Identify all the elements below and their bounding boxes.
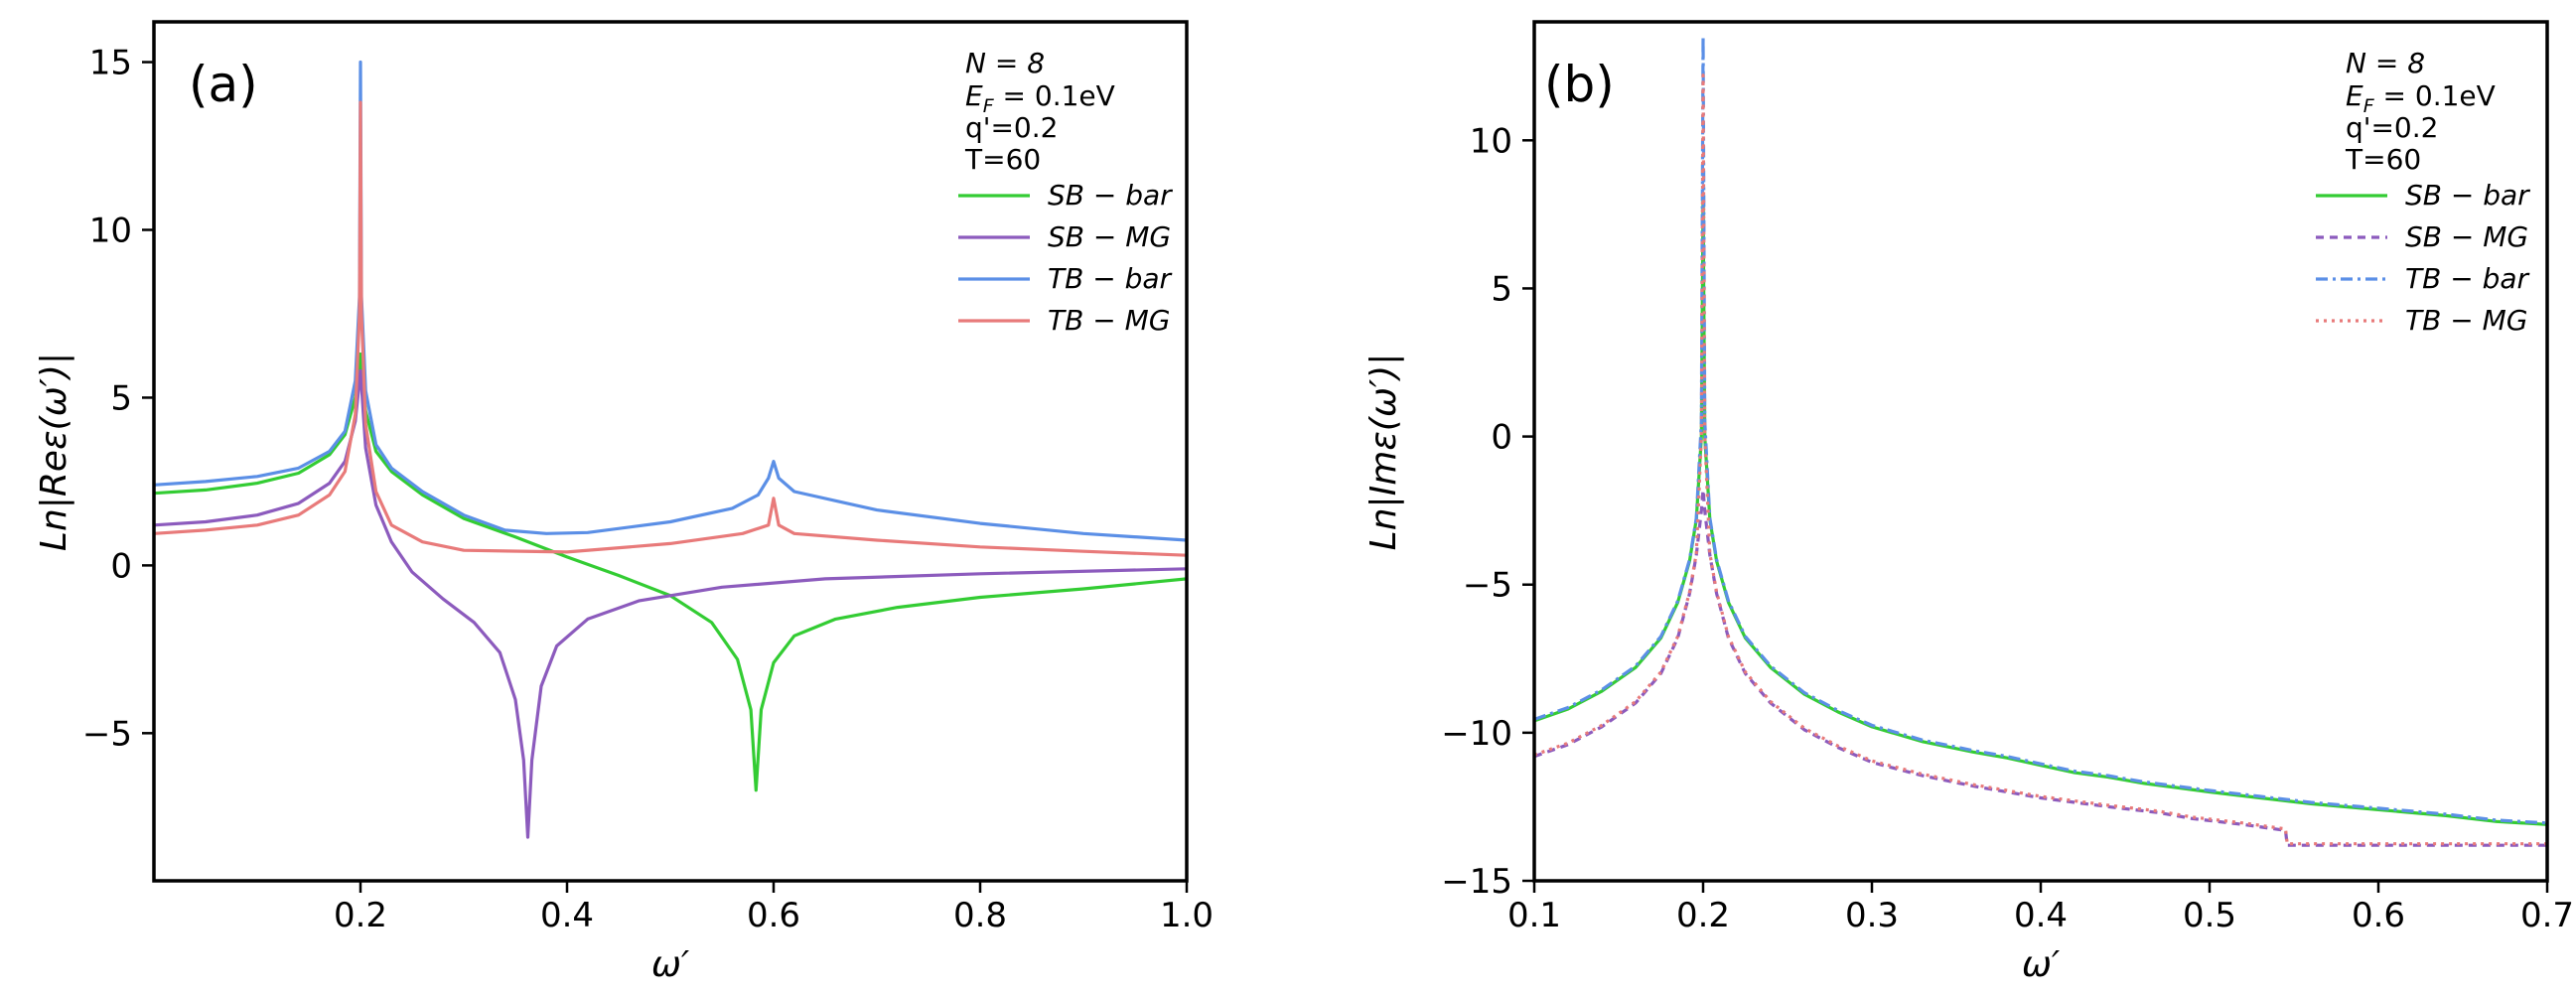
panel-a-ticks: 0.2 0.4 0.6 0.8 1.0 15 10 5 0 −5 xyxy=(82,44,1214,935)
panel-b-legend-label: TB − MG xyxy=(2405,304,2527,337)
panel-b-series-tb-mg-line xyxy=(1534,73,2547,846)
panel-a-ytick-label: −5 xyxy=(82,714,132,754)
panel-b-annotation-n: N = 8 xyxy=(2346,47,2425,79)
panel-b-series-sb-mg-line xyxy=(1534,488,2547,847)
panel-b-xtick-label: 0.5 xyxy=(2183,896,2236,935)
panel-a-ytick-label: 0 xyxy=(110,546,132,586)
panel-a-series-tb-bar-line xyxy=(154,60,1187,542)
panel-a-series-sb-bar-line xyxy=(154,352,1187,792)
panel-b-annotation-ef-symbol: E xyxy=(2346,79,2363,112)
panel-b-ytick-label: 0 xyxy=(1491,418,1512,458)
panel-b-frame xyxy=(1532,20,2549,883)
panel-a-xtick-label: 1.0 xyxy=(1160,896,1214,935)
panel-a-legend: SB − bar SB − MG TB − bar TB − MG xyxy=(958,179,1173,337)
panel-b-ytick-label: −15 xyxy=(1441,862,1512,902)
panel-a-series-tb-mg-line xyxy=(154,100,1187,557)
panel-b-xtick-label: 0.7 xyxy=(2520,896,2574,935)
panel-a-frame xyxy=(152,20,1189,883)
panel-b-legend-label: SB − MG xyxy=(2405,220,2528,253)
panel-b-label: (b) xyxy=(1544,56,1615,113)
panel-b-ytick-label: 5 xyxy=(1491,269,1512,309)
panel-a-annotation-ef-subscript: F xyxy=(983,95,995,117)
panel-b-annotation-q: q'=0.2 xyxy=(2346,111,2438,144)
panel-a-xtick-label: 0.4 xyxy=(540,896,594,935)
panel-a-xlabel: ω′ xyxy=(651,944,689,985)
panel-a-legend-label: TB − MG xyxy=(1048,304,1170,337)
panel-b-legend-label: TB − bar xyxy=(2405,262,2530,295)
panel-b-ticks: 0.1 0.2 0.3 0.4 0.5 0.6 0.7 10 5 0 −5 −10 −15 xyxy=(1441,121,2574,935)
panel-b-xtick-label: 0.2 xyxy=(1676,896,1730,935)
panel-b-annotation: N = 8 EF = 0.1eV q'=0.2 T=60 xyxy=(2345,47,2496,176)
panel-a-annotation-q: q'=0.2 xyxy=(965,111,1058,144)
panel-a-annotation-ef: EF = 0.1eV xyxy=(965,79,1115,117)
panel-a-legend-label: TB − bar xyxy=(1048,262,1173,295)
panel-b-xtick-label: 0.6 xyxy=(2352,896,2405,935)
panel-a-xtick-label: 0.8 xyxy=(953,896,1007,935)
panel-a-annotation-ef-symbol: E xyxy=(965,79,983,112)
panel-b-legend-label: SB − bar xyxy=(2405,179,2530,212)
panel-b-series-tb-bar-line xyxy=(1534,35,2547,825)
panel-a-label: (a) xyxy=(189,56,258,113)
panel-a-ytick-label: 5 xyxy=(110,378,132,418)
panel-a-ytick-label: 10 xyxy=(89,211,132,250)
panel-b-ylabel: Ln|Imε(ω′)| xyxy=(1363,354,1404,551)
panel-a-legend-label: SB − MG xyxy=(1048,220,1171,253)
panel-a-series-sb-mg-line xyxy=(154,368,1187,839)
panel-a-annotation-t: T=60 xyxy=(964,143,1041,176)
panel-a-annotation-n: N = 8 xyxy=(965,47,1045,79)
panel-a-plot-area xyxy=(154,60,1187,839)
panel-a-annotation: N = 8 EF = 0.1eV q'=0.2 T=60 xyxy=(964,47,1115,176)
panel-b-xtick-label: 0.1 xyxy=(1507,896,1561,935)
panel-b-annotation-ef-subscript: F xyxy=(2363,95,2375,117)
panel-b-ytick-label: −5 xyxy=(1463,566,1512,606)
panel-b-series-sb-bar-line xyxy=(1534,198,2547,826)
panel-b-xtick-label: 0.4 xyxy=(2014,896,2068,935)
panel-a-xtick-label: 0.2 xyxy=(334,896,387,935)
panel-b-annotation-ef-value: = 0.1eV xyxy=(2374,79,2496,112)
panel-b: 0.1 0.2 0.3 0.4 0.5 0.6 0.7 10 5 0 −5 −10 −15 (b) ω′… xyxy=(1363,20,2574,985)
panel-b-plot-area xyxy=(1534,35,2547,847)
panel-a: 0.2 0.4 0.6 0.8 1.0 15 10 5 0 −5 (a) ω′ Ln|Reε(ω′… xyxy=(34,20,1214,985)
panel-b-annotation-ef: EF = 0.1eV xyxy=(2346,79,2496,117)
panel-a-xtick-label: 0.6 xyxy=(747,896,800,935)
panel-b-xtick-label: 0.3 xyxy=(1845,896,1899,935)
panel-b-annotation-t: T=60 xyxy=(2345,143,2421,176)
panel-a-ylabel: Ln|Reε(ω′)| xyxy=(34,353,74,551)
panel-b-legend: SB − bar SB − MG TB − bar TB − MG xyxy=(2316,179,2530,337)
panel-b-ytick-label: 10 xyxy=(1470,121,1512,161)
panel-a-annotation-ef-value: = 0.1eV xyxy=(994,79,1115,112)
panel-a-legend-label: SB − bar xyxy=(1048,179,1173,212)
panel-a-ytick-label: 15 xyxy=(89,44,132,83)
panel-b-xlabel: ω′ xyxy=(2022,944,2060,985)
panel-b-ytick-label: −10 xyxy=(1441,714,1512,754)
